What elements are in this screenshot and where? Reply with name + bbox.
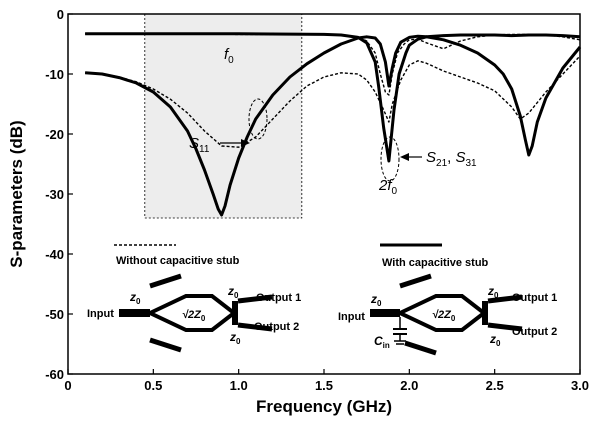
y-tick-label: 0	[57, 7, 64, 22]
right-junction	[482, 301, 488, 325]
right-output1-line	[487, 294, 523, 304]
right-z0-input-sub: 0	[377, 299, 382, 308]
left-junction	[232, 301, 238, 325]
annotation-s21-main: S	[426, 149, 436, 166]
legend-solid-label: With capacitive stub	[382, 257, 489, 269]
right-output1-label: Output 1	[512, 292, 557, 304]
left-impedance-sub: 0	[201, 314, 206, 323]
left-z0-input-sub: 0	[136, 297, 141, 306]
x-axis-label: Frequency (GHz)	[256, 397, 392, 416]
annotation-2f0-main: 2f	[378, 177, 393, 194]
series-line-with-stub-s21-s31	[85, 32, 581, 163]
annotation-s31-main: S	[455, 149, 465, 166]
left-z0-input: z0	[129, 290, 141, 306]
circuit-without-stub: z0 z0 z0 √2Z0 Input Output 1 Output 2	[87, 273, 301, 353]
annotation-s21-sub: 21	[436, 158, 448, 169]
right-impedance-label: √2Z0	[432, 309, 456, 323]
annotation-s11-sub: 11	[199, 144, 210, 155]
tick-layer: 0 0.5 1.0 1.5 2.0 2.5 3.0 0 -10 -20 -30 -40 -50 -60	[45, 7, 589, 393]
annotation-2f0-sub: 0	[392, 186, 398, 197]
left-z0-out1: z0	[227, 284, 239, 300]
right-output2-label: Output 2	[512, 326, 557, 338]
left-impedance-main: √2Z	[182, 309, 202, 321]
x-tick-label: 0.5	[144, 378, 162, 393]
right-z0-out2-sub: 0	[496, 339, 501, 348]
annotation-2f0: 2f0	[378, 177, 398, 197]
2f0-marker-ellipse	[380, 136, 400, 182]
left-output1-line	[237, 294, 273, 304]
right-input-label: Input	[338, 311, 365, 323]
left-output1-label: Output 1	[256, 292, 301, 304]
right-z0-out1: z0	[487, 284, 499, 300]
left-stub-top	[149, 273, 182, 289]
circuit-with-stub: z0 z0 z0 √2Z0 Cin Input Output 1 Output …	[338, 273, 557, 356]
series-line-with-stub-s11	[84, 34, 582, 217]
right-stub-bottom	[404, 340, 437, 356]
series-line-without-stub-s11	[85, 55, 581, 148]
y-tick-label: -40	[45, 247, 64, 262]
right-output2-line	[487, 322, 523, 332]
right-cap-sub: in	[383, 341, 390, 350]
annotation-f0: f0	[224, 46, 234, 66]
x-tick-label: 1.0	[230, 378, 248, 393]
y-tick-label: -10	[45, 67, 64, 82]
s21-arrow-head	[400, 153, 409, 161]
left-z0-out1-main: z	[227, 284, 234, 298]
right-impedance-main: √2Z	[432, 309, 452, 321]
y-tick-label: -50	[45, 307, 64, 322]
right-z0-input: z0	[370, 292, 382, 308]
highlight-region	[144, 13, 303, 219]
y-tick-label: -20	[45, 127, 64, 142]
s11-arrow-head	[241, 139, 250, 147]
left-output2-label: Output 2	[254, 321, 299, 333]
left-z0-out2-sub: 0	[236, 337, 241, 346]
right-z0-out2: z0	[489, 332, 501, 348]
right-z0-input-main: z	[370, 292, 377, 306]
x-tick-label: 0	[64, 378, 71, 393]
left-z0-out1-sub: 0	[234, 291, 239, 300]
x-tick-label: 2.5	[486, 378, 504, 393]
right-z0-out1-main: z	[487, 284, 494, 298]
annotation-s11: S11	[189, 135, 210, 155]
right-input-port	[370, 309, 400, 317]
annotation-f0-main: f	[224, 46, 230, 63]
y-tick-label: -30	[45, 187, 64, 202]
right-cap-label: Cin	[374, 334, 390, 350]
right-stub-top	[399, 273, 432, 289]
left-z0-out2: z0	[229, 330, 241, 346]
left-z0-input-main: z	[129, 290, 136, 304]
annotation-s21-sep: ,	[447, 149, 455, 166]
annotation-s11-main: S	[189, 135, 199, 152]
left-z0-out2-main: z	[229, 330, 236, 344]
y-axis-label: S-parameters (dB)	[7, 120, 26, 267]
annotation-s21-s31: S21, S31	[426, 149, 477, 169]
right-cap-main: C	[374, 334, 383, 348]
s11-marker-ellipse	[248, 98, 268, 140]
legend-dashed-label: Without capacitive stub	[116, 255, 240, 267]
annotation-s31-sub: 31	[466, 158, 478, 169]
annotation-f0-sub: 0	[228, 55, 234, 66]
x-tick-label: 2.0	[400, 378, 418, 393]
left-input-label: Input	[87, 308, 114, 320]
x-tick-label: 3.0	[571, 378, 589, 393]
left-impedance-label: √2Z0	[182, 309, 206, 323]
y-tick-label: -60	[45, 367, 64, 382]
left-output2-line	[237, 322, 273, 332]
series-layer	[84, 32, 582, 217]
right-impedance-sub: 0	[451, 314, 456, 323]
left-stub-bottom	[149, 337, 182, 353]
left-input-port	[119, 309, 150, 317]
x-tick-label: 1.5	[315, 378, 333, 393]
right-z0-out2-main: z	[489, 332, 496, 346]
right-z0-out1-sub: 0	[494, 291, 499, 300]
